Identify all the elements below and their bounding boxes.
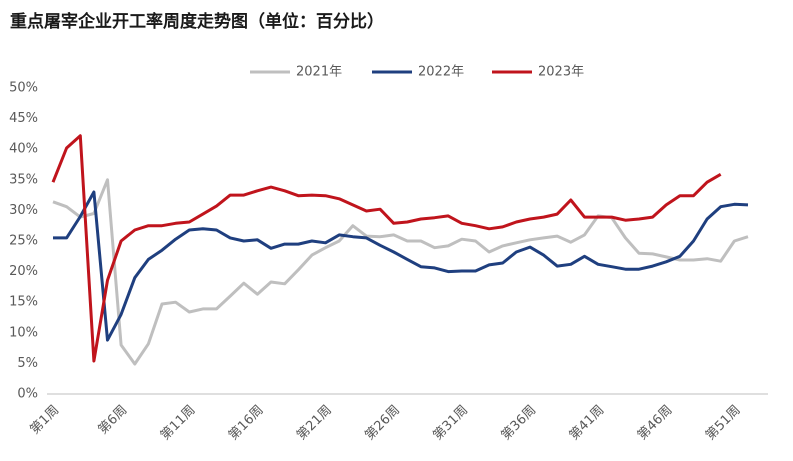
legend-label: 2022年 xyxy=(418,65,464,80)
data-line xyxy=(51,134,722,363)
y-tick-label: 30% xyxy=(9,203,38,218)
y-tick-label: 20% xyxy=(9,264,38,279)
y-tick-label: 50% xyxy=(9,81,38,96)
x-tick-label: 第21周 xyxy=(294,403,335,444)
y-tick-label: 40% xyxy=(9,142,38,157)
y-tick-label: 25% xyxy=(9,234,38,249)
x-tick-label: 第41周 xyxy=(567,403,608,444)
y-tick-label: 5% xyxy=(17,356,38,371)
x-tick-label: 第51周 xyxy=(703,403,744,444)
x-tick-label: 第1周 xyxy=(27,403,62,438)
data-line xyxy=(52,178,749,366)
x-tick-label: 第31周 xyxy=(430,403,471,444)
x-tick-label: 第6周 xyxy=(96,403,131,438)
y-tick-label: 45% xyxy=(9,111,38,126)
y-tick-label: 35% xyxy=(9,172,38,187)
data-line xyxy=(53,190,749,342)
chart-title: 重点屠宰企业开工率周度走势图（单位：百分比） xyxy=(10,11,384,32)
y-tick-label: 0% xyxy=(17,387,38,402)
x-tick-label: 第16周 xyxy=(226,403,267,444)
x-tick-label: 第11周 xyxy=(158,403,199,444)
x-tick-label: 第26周 xyxy=(362,403,403,444)
legend-label: 2021年 xyxy=(296,65,342,80)
y-tick-label: 10% xyxy=(9,325,38,340)
x-tick-label: 第46周 xyxy=(635,403,676,444)
y-tick-label: 15% xyxy=(9,295,38,310)
x-tick-label: 第36周 xyxy=(499,403,540,444)
legend-label: 2023年 xyxy=(538,65,584,80)
